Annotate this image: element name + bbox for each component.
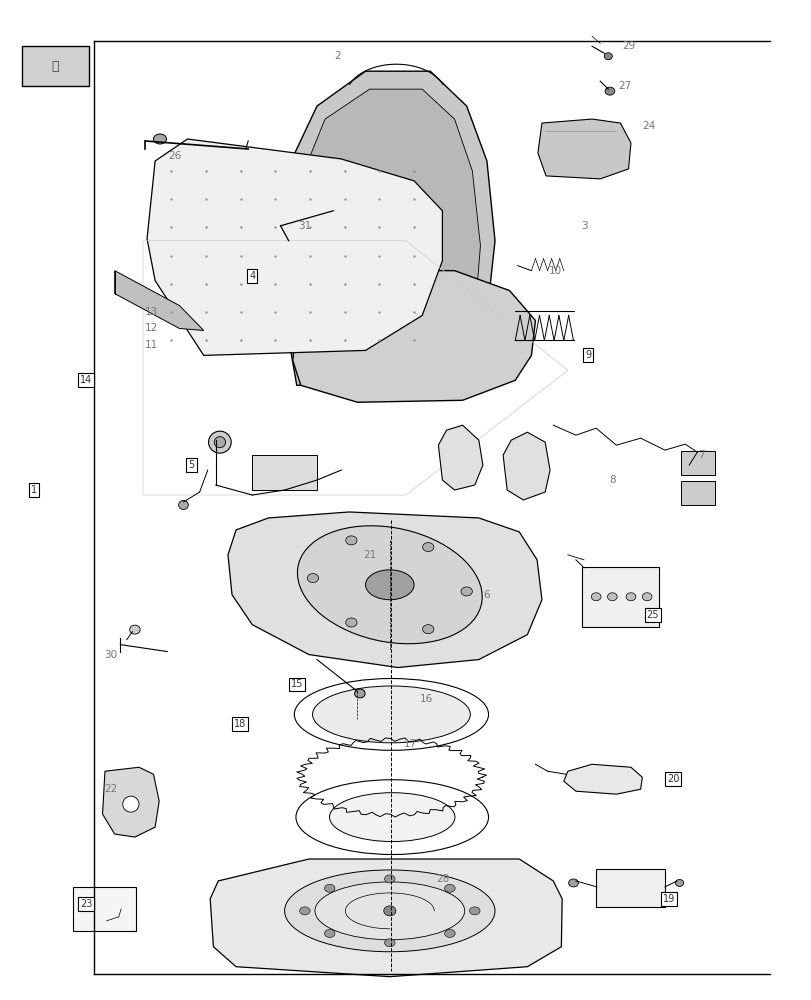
Text: 18: 18 bbox=[234, 719, 246, 729]
Text: 24: 24 bbox=[642, 121, 654, 131]
Polygon shape bbox=[228, 512, 541, 668]
Ellipse shape bbox=[324, 929, 335, 937]
Ellipse shape bbox=[324, 884, 335, 892]
Text: 31: 31 bbox=[298, 221, 311, 231]
Ellipse shape bbox=[642, 593, 651, 601]
Polygon shape bbox=[563, 764, 642, 794]
Ellipse shape bbox=[590, 593, 600, 601]
Ellipse shape bbox=[178, 500, 188, 509]
Ellipse shape bbox=[422, 625, 433, 634]
Text: 7: 7 bbox=[697, 450, 704, 460]
Ellipse shape bbox=[299, 907, 310, 915]
Text: 9: 9 bbox=[584, 350, 590, 360]
Ellipse shape bbox=[675, 879, 683, 886]
Ellipse shape bbox=[122, 796, 139, 812]
Text: 8: 8 bbox=[608, 475, 615, 485]
Bar bbox=[72, 887, 135, 931]
Ellipse shape bbox=[295, 780, 488, 855]
Text: 17: 17 bbox=[403, 739, 416, 749]
Ellipse shape bbox=[354, 689, 365, 698]
Ellipse shape bbox=[365, 570, 414, 600]
Ellipse shape bbox=[469, 907, 479, 915]
Ellipse shape bbox=[384, 906, 396, 916]
Text: 12: 12 bbox=[144, 323, 157, 333]
Polygon shape bbox=[147, 139, 442, 355]
Ellipse shape bbox=[329, 793, 454, 842]
Bar bbox=[680, 481, 714, 505]
Ellipse shape bbox=[153, 134, 166, 144]
Ellipse shape bbox=[604, 87, 614, 95]
Text: 22: 22 bbox=[104, 784, 117, 794]
Bar bbox=[581, 567, 659, 627]
Text: 26: 26 bbox=[169, 151, 182, 161]
Ellipse shape bbox=[315, 882, 464, 940]
Polygon shape bbox=[281, 71, 495, 385]
Text: 3: 3 bbox=[580, 221, 586, 231]
Text: 29: 29 bbox=[621, 41, 634, 51]
Bar bbox=[680, 451, 714, 475]
Bar bbox=[595, 869, 664, 907]
Ellipse shape bbox=[568, 879, 577, 887]
Polygon shape bbox=[114, 271, 204, 330]
Ellipse shape bbox=[345, 536, 357, 545]
Polygon shape bbox=[537, 119, 630, 179]
Polygon shape bbox=[503, 432, 549, 500]
Text: 4: 4 bbox=[249, 271, 255, 281]
Ellipse shape bbox=[294, 679, 488, 750]
Text: 30: 30 bbox=[104, 650, 117, 660]
Text: 14: 14 bbox=[80, 375, 92, 385]
Ellipse shape bbox=[312, 686, 470, 743]
Polygon shape bbox=[210, 859, 561, 977]
Ellipse shape bbox=[603, 53, 611, 60]
Ellipse shape bbox=[384, 875, 395, 883]
Text: 25: 25 bbox=[646, 610, 659, 620]
Polygon shape bbox=[295, 89, 480, 375]
Text: 1: 1 bbox=[31, 485, 36, 495]
Polygon shape bbox=[438, 425, 483, 490]
Text: 19: 19 bbox=[662, 894, 674, 904]
Bar bbox=[252, 455, 316, 490]
Ellipse shape bbox=[208, 431, 231, 453]
Ellipse shape bbox=[285, 870, 495, 952]
Ellipse shape bbox=[384, 939, 395, 947]
Text: 16: 16 bbox=[419, 694, 432, 704]
Text: 15: 15 bbox=[290, 679, 303, 689]
Text: 13: 13 bbox=[144, 307, 157, 317]
Text: 2: 2 bbox=[333, 51, 340, 61]
Ellipse shape bbox=[444, 929, 455, 937]
Text: 5: 5 bbox=[188, 460, 195, 470]
Ellipse shape bbox=[130, 625, 140, 634]
Ellipse shape bbox=[607, 593, 616, 601]
Ellipse shape bbox=[461, 587, 472, 596]
Text: 27: 27 bbox=[617, 81, 630, 91]
Text: 20: 20 bbox=[666, 774, 678, 784]
Polygon shape bbox=[292, 271, 534, 402]
Text: 6: 6 bbox=[483, 590, 490, 600]
Text: 28: 28 bbox=[436, 874, 448, 884]
Ellipse shape bbox=[444, 884, 455, 892]
Ellipse shape bbox=[625, 593, 635, 601]
Text: 10: 10 bbox=[548, 266, 561, 276]
Text: 11: 11 bbox=[144, 340, 157, 350]
Polygon shape bbox=[102, 767, 159, 837]
Ellipse shape bbox=[214, 437, 225, 448]
Text: ⬛: ⬛ bbox=[51, 60, 58, 73]
Polygon shape bbox=[22, 46, 88, 86]
Ellipse shape bbox=[297, 526, 482, 644]
Ellipse shape bbox=[345, 618, 357, 627]
Text: 21: 21 bbox=[363, 550, 375, 560]
Ellipse shape bbox=[422, 543, 433, 552]
Text: 23: 23 bbox=[80, 899, 92, 909]
Ellipse shape bbox=[307, 574, 318, 583]
